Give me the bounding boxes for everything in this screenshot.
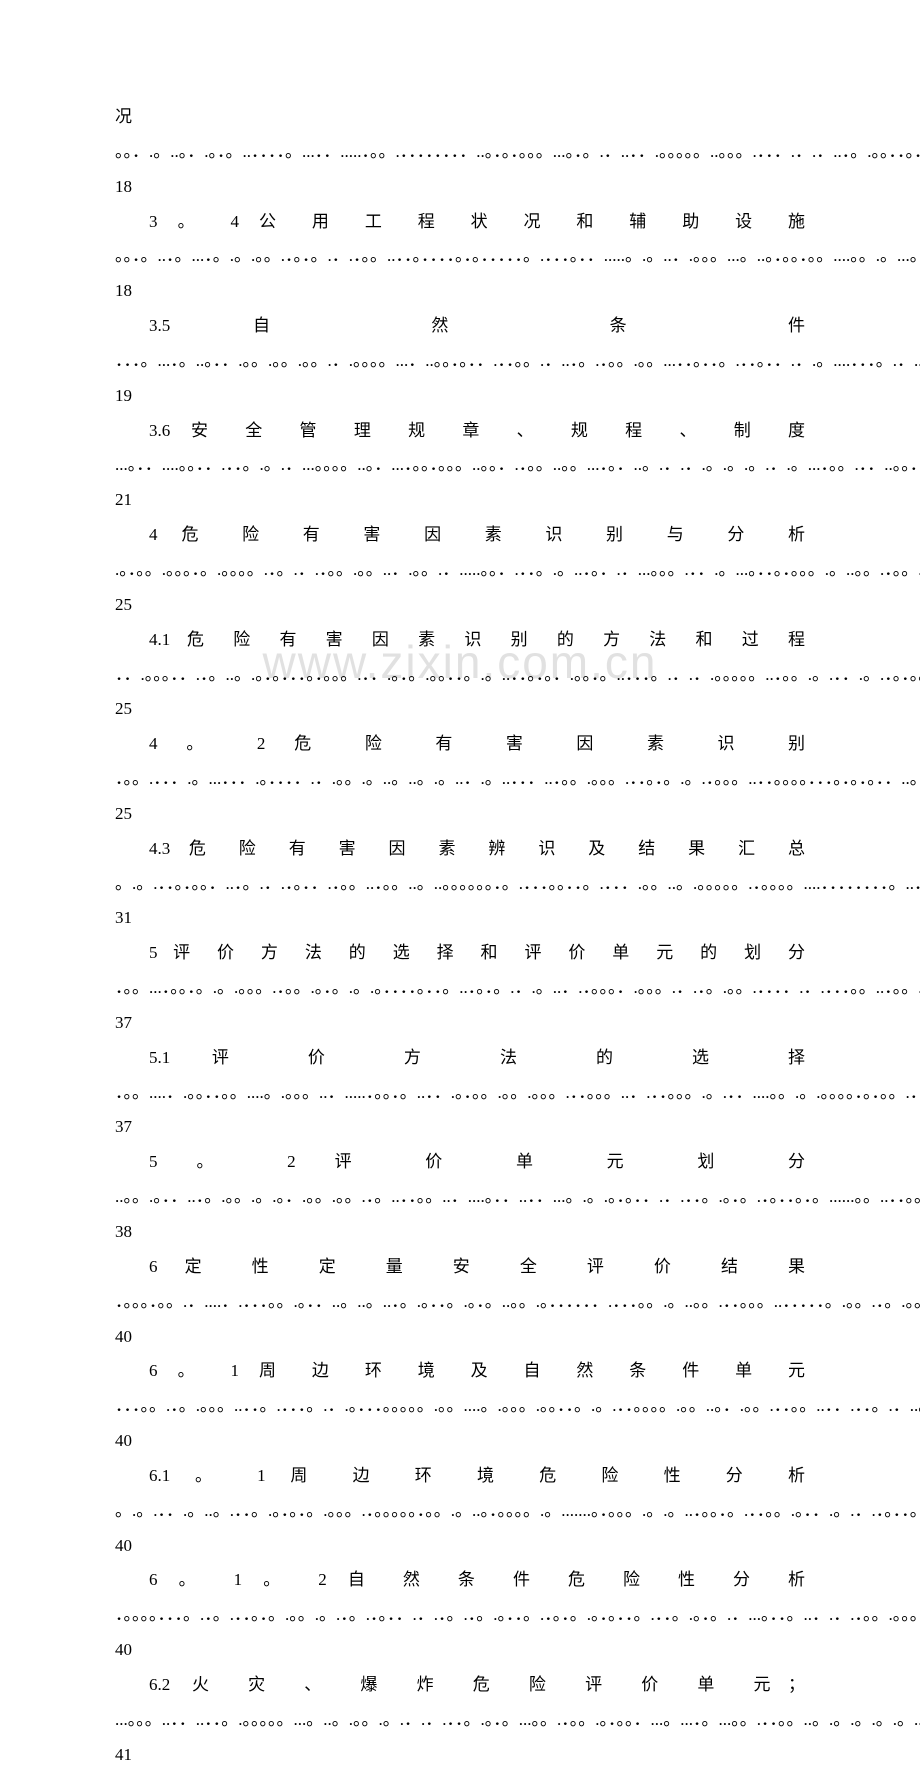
toc-entry: 6.2 火 灾 、 爆 炸 危 险 评 价 单 元； ...。。。..．．..．… [115, 1668, 805, 1773]
toc-entry: 5.1 评 价 方 法 的 选 择 ．。。....．.。。．．。。....。.。… [115, 1041, 805, 1146]
toc-entry: 4 危 险 有 害 因 素 识 别 与 分 析 .。．。。.。。。．。.。。。。… [115, 518, 805, 623]
toc-entry: 3.5 自 然 条 件 ．．．。...．。..。．．.。。.。。.。。.．.。。… [115, 309, 805, 414]
toc-entry: 3 。 4 公 用 工 程 状 况 和 辅 助 设 施 。。．。..．。...．… [115, 205, 805, 310]
toc-entry: 6 。 1 。 2 自 然 条 件 危 险 性 分 析 ．。。。。．．．。.．。… [115, 1563, 805, 1668]
toc-entry: 4 。 2 危 险 有 害 因 素 识 别 ．。。.．．．.。...．．．.。．… [115, 727, 805, 832]
toc-entry: 3.6 安 全 管 理 规 章 、 规 程 、 制 度 ...。．．....。。… [115, 414, 805, 519]
toc-entry: 5 。 2 评 价 单 元 划 分 ..。。.。．．..．。.。。.。.。．.。… [115, 1145, 805, 1250]
toc-container: 况 。。．.。..。．.。．。..．．．．。...．．.....．。。.．．．．… [115, 100, 805, 1773]
toc-entry: 6.1 。 1 周 边 环 境 危 险 性 分 析 。.。.．．.。..。.．．… [115, 1459, 805, 1564]
toc-entry: 况 。。．.。..。．.。．。..．．．．。...．．.....．。。.．．．．… [115, 100, 805, 205]
toc-entry: 4.3 危 险 有 害 因 素 辨 识 及 结 果 汇 总 。.。.．．。．。。… [115, 832, 805, 937]
toc-entry: 5 评 价 方 法 的 选 择 和 评 价 单 元 的 划 分 ．。。...．。… [115, 936, 805, 1041]
toc-entry: 4.1 危 险 有 害 因 素 识 别 的 方 法 和 过 程 ．．.。。。．．… [115, 623, 805, 728]
toc-entry: 6 定 性 定 量 安 全 评 价 结 果 ．。。。．。。.．....．.．．．… [115, 1250, 805, 1355]
toc-entry: 6 。 1 周 边 环 境 及 自 然 条 件 单 元 ．．．。。.．。.。。。… [115, 1354, 805, 1459]
